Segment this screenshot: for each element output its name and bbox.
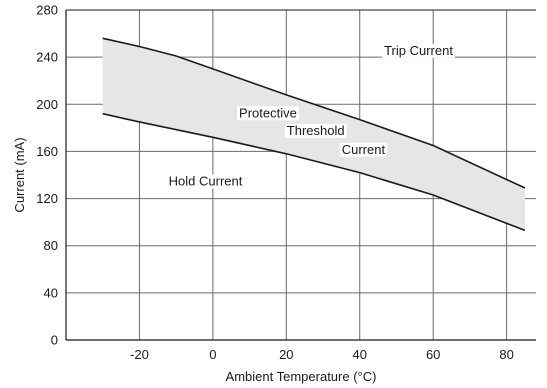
- annotation-hold: Hold Current: [169, 174, 243, 189]
- annotation-bg: [166, 174, 245, 189]
- y-tick-label: 280: [36, 3, 58, 18]
- y-tick-label: 240: [36, 50, 58, 65]
- annotation-bg: [284, 123, 347, 138]
- y-tick-label: 0: [51, 333, 58, 348]
- y-tick-label: 200: [36, 97, 58, 112]
- plot-frame: [65, 9, 536, 341]
- series-line-hold-current: [102, 112, 526, 232]
- y-tick-label: 80: [44, 238, 58, 253]
- y-tick-label: 120: [36, 191, 58, 206]
- x-tick-label: 80: [499, 347, 513, 362]
- tick-labels: -20 0 20 40 60 80 0 40 80 120 160 200 240 280: [36, 3, 514, 363]
- x-tick-label: 20: [279, 347, 293, 362]
- y-tick-label: 40: [44, 285, 58, 300]
- annotation-bg: [339, 142, 388, 157]
- series-layer: [102, 37, 526, 232]
- annotation-bg: [237, 106, 299, 121]
- annotation-prot3: Current: [342, 142, 386, 157]
- annotation-prot1: Protective: [239, 105, 297, 120]
- x-tick-label: 40: [353, 347, 367, 362]
- annotation-bg: [382, 43, 455, 58]
- y-axis-label: Current (mA): [12, 137, 27, 212]
- annotation-prot2: Threshold: [287, 123, 345, 138]
- x-tick-label: 0: [209, 347, 216, 362]
- x-tick-label: 60: [426, 347, 440, 362]
- x-tick-label: -20: [130, 347, 149, 362]
- annotation-trip: Trip Current: [384, 43, 453, 58]
- x-axis-label: Ambient Temperature (°C): [226, 369, 377, 384]
- series-line-trip-current: [102, 37, 526, 189]
- annotations: Trip Current Protective Threshold Current Ho…: [166, 43, 455, 189]
- y-tick-label: 160: [36, 144, 58, 159]
